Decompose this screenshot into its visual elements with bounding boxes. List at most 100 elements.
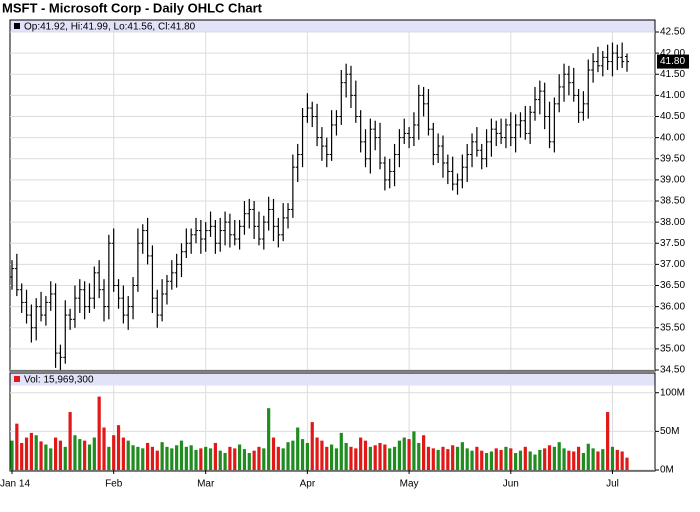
ohlc-bar [247, 198, 252, 229]
volume-bar [576, 446, 581, 470]
ohlc-bar [479, 143, 484, 170]
ohlc-bar [131, 277, 136, 320]
volume-bar [237, 444, 242, 470]
volume-bar [402, 437, 406, 470]
y-tick-label: 100M [660, 387, 685, 398]
volume-bar [218, 450, 222, 470]
ohlc-bar [494, 120, 499, 147]
volume-bar [58, 440, 63, 470]
volume-bar [121, 437, 125, 470]
volume-bar [601, 449, 605, 470]
volume-bar [514, 453, 518, 470]
ohlc-bar [261, 215, 266, 250]
volume-bar [606, 412, 610, 470]
ohlc-bar [528, 105, 533, 144]
ohlc-bar [387, 158, 392, 189]
ohlc-bar [615, 44, 620, 71]
ohlc-bar [508, 112, 513, 147]
y-tick-label: 42.50 [660, 27, 685, 38]
volume-bar [518, 450, 523, 470]
volume-bar [286, 442, 290, 470]
ohlc-bar [547, 101, 552, 149]
y-tick-label: 0M [660, 465, 674, 476]
volume-bar [165, 446, 169, 470]
volume-bar [15, 423, 19, 470]
x-tick-label: Jan 14 [0, 479, 30, 490]
volume-bar [426, 446, 431, 470]
y-tick-label: 34.50 [660, 365, 685, 376]
ohlc-bar [14, 253, 19, 297]
volume-bar [543, 448, 547, 470]
ohlc-bar [266, 196, 271, 231]
x-tick-label: Apr [300, 479, 316, 490]
price-panel [9, 19, 656, 372]
volume-bar [504, 446, 508, 470]
y-tick-label: 37.50 [660, 238, 685, 249]
volume-bar [136, 446, 140, 470]
volume-bar [407, 439, 411, 470]
ohlc-bar [252, 201, 257, 240]
volume-bar [354, 448, 358, 470]
ohlc-bar [339, 70, 344, 125]
volume-bar [446, 449, 450, 470]
ohlc-bar [537, 80, 542, 115]
ohlc-bar [562, 63, 567, 102]
volume-bar [325, 446, 329, 470]
volume-bar [194, 449, 198, 470]
y-tick-label: 35.00 [660, 344, 685, 355]
ohlc-bar [140, 224, 145, 254]
volume-bar [422, 435, 426, 470]
volume-bar [330, 444, 334, 470]
ohlc-bar [121, 285, 126, 324]
ohlc-bar [271, 198, 276, 242]
volume-bar [296, 427, 300, 470]
volume-bar [596, 451, 600, 470]
ohlc-bar [286, 203, 291, 229]
volume-bar [441, 446, 445, 470]
volume-bar [538, 449, 542, 470]
volume-bar [170, 448, 174, 470]
ohlc-bar [329, 110, 334, 161]
ohlc-bar [169, 260, 174, 290]
volume-bar [199, 448, 203, 470]
ohlc-bar [106, 234, 111, 320]
ohlc-bar [474, 127, 479, 157]
volume-bar [509, 448, 513, 470]
volume-bar [344, 442, 348, 470]
volume-bar [68, 412, 72, 470]
ohlc-bar [160, 279, 165, 322]
volume-bar [175, 445, 179, 470]
ohlc-bar [256, 211, 261, 246]
volume-bar [523, 446, 527, 470]
ohlc-bar [348, 65, 353, 109]
volume-bar [73, 435, 77, 470]
ohlc-bar [232, 220, 237, 246]
ohlc-bar [116, 279, 121, 309]
x-tick-label: Feb [105, 479, 123, 490]
volume-bar [141, 448, 145, 470]
y-tick-label: 41.50 [660, 69, 685, 80]
ohlc-bar [102, 279, 107, 322]
ohlc-bar [29, 304, 34, 343]
ohlc-bar [334, 110, 339, 136]
ohlc-bar [305, 93, 310, 123]
ohlc-bar [126, 296, 131, 330]
volume-bar [392, 446, 397, 470]
volume-bar [107, 446, 111, 470]
x-tick-label: May [400, 479, 419, 490]
volume-bar [412, 431, 416, 470]
volume-bar [499, 449, 503, 470]
ohlc-bar [402, 118, 407, 144]
ohlc-bar [179, 243, 184, 278]
volume-bar [378, 442, 382, 470]
ohlc-bar [145, 217, 150, 265]
ohlc-bar [290, 154, 295, 218]
y-tick-label: 35.50 [660, 322, 685, 333]
volume-bar [262, 448, 266, 470]
ohlc-bar [595, 46, 600, 73]
volume-bar [460, 442, 464, 470]
ohlc-bar [571, 67, 576, 102]
ohlc-bar [600, 51, 605, 77]
ohlc-bar [111, 228, 116, 292]
volume-bar [116, 425, 121, 470]
